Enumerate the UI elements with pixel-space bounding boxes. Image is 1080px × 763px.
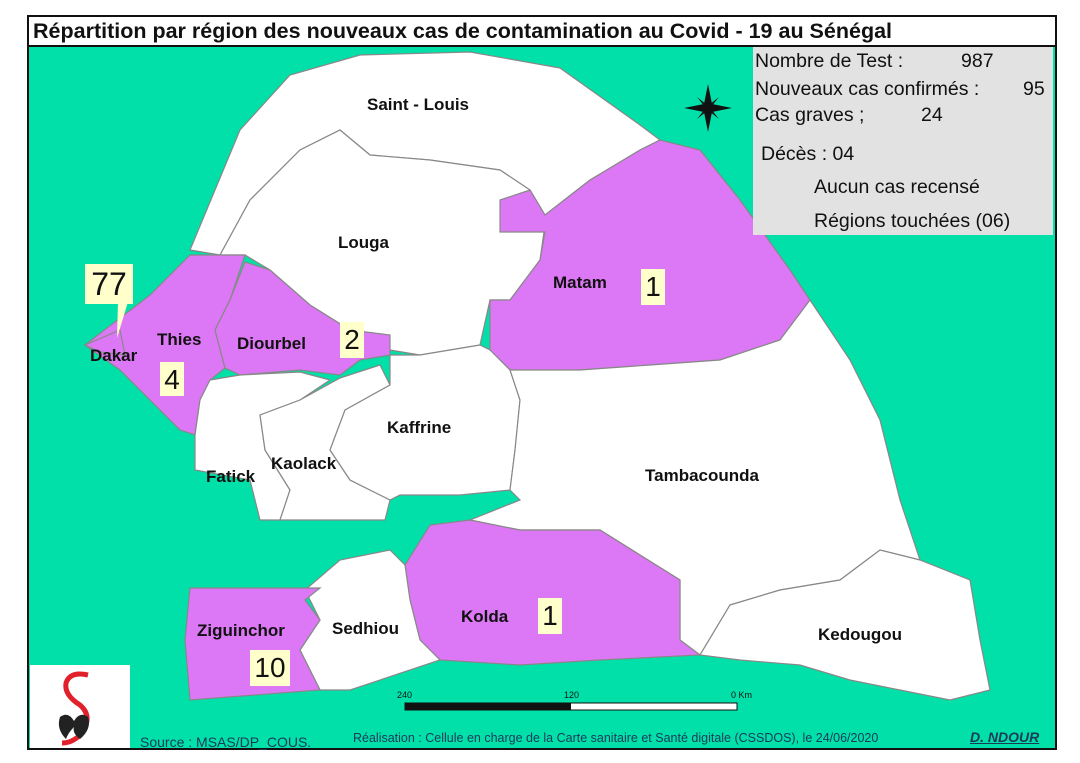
severe-label: Cas graves ; xyxy=(755,104,865,126)
legend-panel: Nombre de Test : 987 Nouveaux cas confir… xyxy=(753,47,1053,235)
logo-icon xyxy=(58,671,90,746)
dakar-case-count: 77 xyxy=(85,264,133,304)
tests-value: 987 xyxy=(961,50,994,72)
label-ziguinchor: Ziguinchor xyxy=(197,621,285,640)
kolda-case-count: 1 xyxy=(538,598,562,634)
label-sedhiou: Sedhiou xyxy=(332,619,399,638)
region-dakar xyxy=(83,329,126,356)
author-text: D. NDOUR xyxy=(970,729,1040,745)
label-matam: Matam xyxy=(553,273,607,292)
compass-rose-icon xyxy=(684,84,732,132)
confirmed-value: 95 xyxy=(1023,78,1045,100)
deaths-text: Décès : 04 xyxy=(761,143,855,165)
scale-label-240: 240 xyxy=(397,690,413,700)
scale-label-120: 120 xyxy=(564,690,580,700)
tests-label: Nombre de Test : xyxy=(755,50,904,72)
dakar-callout-pointer xyxy=(117,302,128,338)
confirmed-label: Nouveaux cas confirmés : xyxy=(755,78,980,100)
label-saint-louis: Saint - Louis xyxy=(367,95,469,114)
matam-case-count: 1 xyxy=(641,269,665,305)
label-thies: Thies xyxy=(157,330,201,349)
region-kedougou xyxy=(699,549,991,701)
label-dakar: Dakar xyxy=(90,346,138,365)
realisation-text: Réalisation : Cellule en charge de la Ca… xyxy=(353,731,879,745)
thies-case-count: 4 xyxy=(160,362,184,396)
no-case-legend-label: Aucun cas recensé xyxy=(814,176,980,198)
diourbel-case-count: 2 xyxy=(340,322,364,358)
label-louga: Louga xyxy=(338,233,390,252)
label-kaffrine: Kaffrine xyxy=(387,418,451,437)
map-title: Répartition par région des nouveaux cas … xyxy=(27,15,1057,47)
label-tambacounda: Tambacounda xyxy=(645,466,760,485)
label-kaolack: Kaolack xyxy=(271,454,337,473)
severe-value: 24 xyxy=(921,104,943,126)
label-kedougou: Kedougou xyxy=(818,625,902,644)
label-diourbel: Diourbel xyxy=(237,334,306,353)
ministry-logo xyxy=(30,665,130,748)
affected-legend-label: Régions touchées (06) xyxy=(814,210,1011,232)
ziguinchor-case-count: 10 xyxy=(250,650,290,686)
source-text: Source : MSAS/DP_COUS. xyxy=(140,734,312,750)
label-fatick: Fatick xyxy=(206,467,256,486)
scale-bar xyxy=(404,702,738,711)
scale-label-0: 0 Km xyxy=(731,690,753,700)
label-kolda: Kolda xyxy=(461,607,509,626)
